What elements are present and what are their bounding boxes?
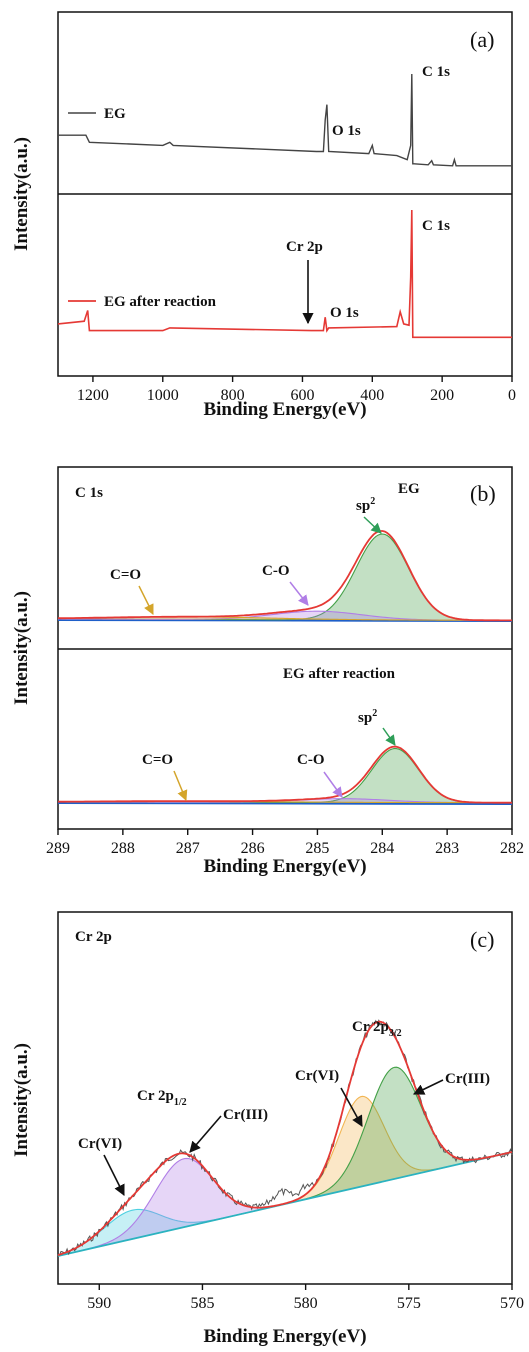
panel-a-label: (a)	[470, 27, 494, 52]
panel-b-baseline	[57, 619, 513, 622]
panel-c-frame	[57, 911, 513, 1285]
panel-c-raw-data	[58, 1019, 513, 1256]
panel-b-title: C 1s	[75, 485, 103, 501]
panel-c-envelope	[57, 1020, 513, 1256]
panel-c: 590 585 580 575 570 (c) Cr 2p Cr 2p3/2 Cr 2p…	[11, 911, 524, 1347]
panel-c-fit	[57, 1019, 513, 1257]
panel-b-eg-envelope	[58, 530, 512, 622]
panel-a-x-tick-label: 1000	[147, 387, 179, 404]
panel-b-ylabel: Intensity(a.u.)	[11, 591, 32, 705]
annot-sp2-bottom: sp2	[358, 708, 377, 726]
panel-b-eg-fit	[57, 530, 513, 622]
panel-b-x-tick-label: 284	[370, 840, 394, 857]
panel-a-x-tick-label: 1200	[77, 387, 109, 404]
panel-c-x-tick-label: 570	[500, 1295, 524, 1312]
panel-c-peak-area	[58, 1067, 512, 1256]
annot-crvi-left-arrow	[103, 1154, 125, 1197]
annot-ceo-bottom: C=O	[142, 752, 173, 768]
panel-b-eg-after-fit	[57, 745, 513, 805]
panel-b-x-tick-label: 282	[500, 840, 524, 857]
panel-b-eg-peak-area	[58, 611, 512, 621]
panel-a-xticks: 1200 1000 800 600 400 200 0	[77, 376, 516, 404]
annot-cr2p12: Cr 2p1/2	[137, 1088, 187, 1108]
panel-b-eg-after-label: EG after reaction	[283, 666, 396, 682]
annot-ceo-top-arrow	[138, 585, 154, 615]
panel-b-x-tick-label: 288	[111, 840, 135, 857]
series-eg-after-line	[57, 209, 512, 339]
annot-criii-left: Cr(III)	[223, 1107, 268, 1123]
annot-co-top-arrow	[289, 581, 309, 606]
panel-a-x-tick-label: 0	[508, 387, 516, 404]
panel-b-x-tick-label: 285	[305, 840, 329, 857]
panel-c-xticks: 590 585 580 575 570	[87, 1284, 524, 1312]
panel-c-x-tick-label: 575	[397, 1295, 421, 1312]
annot-sp2-bottom-arrow	[382, 727, 396, 746]
annot-sp2-top-arrow	[363, 516, 382, 534]
annot-c1s-bottom: C 1s	[422, 218, 450, 234]
panel-b-x-tick-label: 283	[435, 840, 459, 857]
annot-criii-right: Cr(III)	[445, 1071, 490, 1087]
annot-crvi-left: Cr(VI)	[78, 1136, 122, 1152]
panel-b-after-peak-area	[58, 748, 512, 803]
panel-c-xlabel: Binding Energy(eV)	[203, 1326, 366, 1347]
annot-cr2p: Cr 2p	[286, 239, 323, 255]
panel-a: 1200 1000 800 600 400 200 0 (a) EG O 1s C 1s C…	[11, 11, 516, 420]
legend-eg-label: EG	[104, 106, 126, 122]
annot-o1s-bottom: O 1s	[330, 305, 359, 321]
panel-a-ylabel: Intensity(a.u.)	[11, 137, 32, 251]
panel-c-x-tick-label: 580	[294, 1295, 318, 1312]
panel-b-x-tick-label: 287	[176, 840, 200, 857]
annot-co-bottom-arrow	[323, 771, 343, 798]
panel-b-eg-label: EG	[398, 481, 420, 497]
panel-b-frame	[57, 466, 513, 830]
panel-b-after-baseline	[57, 802, 513, 805]
annot-crvi-right-arrow	[340, 1087, 363, 1127]
annot-crvi-right: Cr(VI)	[295, 1068, 339, 1084]
panel-b-xlabel: Binding Energy(eV)	[203, 856, 366, 877]
annot-sp2-top: sp2	[356, 496, 375, 514]
panel-b-x-tick-label: 286	[241, 840, 265, 857]
panel-b-after-envelope	[58, 745, 512, 804]
panel-a-x-tick-label: 400	[360, 387, 384, 404]
annot-criii-left-arrow	[189, 1115, 222, 1153]
annot-cr2p32: Cr 2p3/2	[352, 1019, 402, 1039]
annot-c1s-top: C 1s	[422, 64, 450, 80]
panel-c-ylabel: Intensity(a.u.)	[11, 1043, 32, 1157]
panel-b-xticks: 289 288 287 286 285 284 283 282	[46, 829, 524, 857]
panel-a-xlabel: Binding Energy(eV)	[203, 399, 366, 420]
annot-co-bottom: C-O	[297, 752, 325, 768]
panel-b-eg-peak-area	[58, 534, 512, 621]
panel-c-label: (c)	[470, 927, 494, 952]
panel-a-x-tick-label: 800	[221, 387, 245, 404]
annot-criii-right-arrow	[412, 1079, 444, 1095]
annot-ceo-bottom-arrow	[173, 770, 188, 801]
panel-b-after-peak-line	[57, 748, 513, 804]
annot-o1s-top: O 1s	[332, 123, 361, 139]
panel-c-title: Cr 2p	[75, 929, 112, 945]
panel-a-x-tick-label: 200	[430, 387, 454, 404]
panel-b: 289 288 287 286 285 284 283 282 (b) C 1s EG sp2…	[11, 466, 524, 877]
panel-b-x-tick-label: 289	[46, 840, 70, 857]
panel-b-label: (b)	[470, 481, 496, 506]
panel-c-x-tick-label: 585	[190, 1295, 214, 1312]
series-eg-line	[58, 73, 512, 167]
annot-co-top: C-O	[262, 563, 290, 579]
panel-b-after-peak-area	[58, 798, 512, 803]
legend-eg-after-label: EG after reaction	[104, 294, 217, 310]
panel-a-x-tick-label: 600	[290, 387, 314, 404]
panel-c-x-tick-label: 590	[87, 1295, 111, 1312]
annot-ceo-top: C=O	[110, 567, 141, 583]
